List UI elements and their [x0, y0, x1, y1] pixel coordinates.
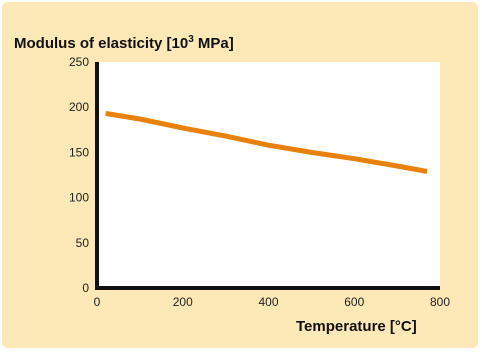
chart-title-suffix: MPa]: [193, 35, 234, 52]
x-tick-label: 0: [94, 295, 101, 309]
y-tick-label: 100: [69, 191, 89, 205]
y-tick-label: 0: [82, 281, 89, 295]
x-tick-label: 200: [173, 295, 193, 309]
x-axis-label: Temperature [°C]: [296, 318, 417, 335]
x-tick-label: 800: [430, 295, 450, 309]
series-line: [105, 111, 428, 174]
y-tick-label: 50: [76, 236, 90, 250]
chart-title-prefix: Modulus of elasticity [10: [14, 35, 189, 52]
plot-area: [97, 62, 440, 288]
chart-title: Modulus of elasticity [103 MPa]: [14, 34, 234, 52]
x-tick-label: 400: [258, 295, 278, 309]
y-tick-label: 200: [69, 100, 89, 114]
x-tick-label: 600: [344, 295, 364, 309]
y-tick-label: 250: [69, 55, 89, 69]
y-tick-label: 150: [69, 145, 89, 159]
chart-title-superscript: 3: [188, 34, 194, 45]
